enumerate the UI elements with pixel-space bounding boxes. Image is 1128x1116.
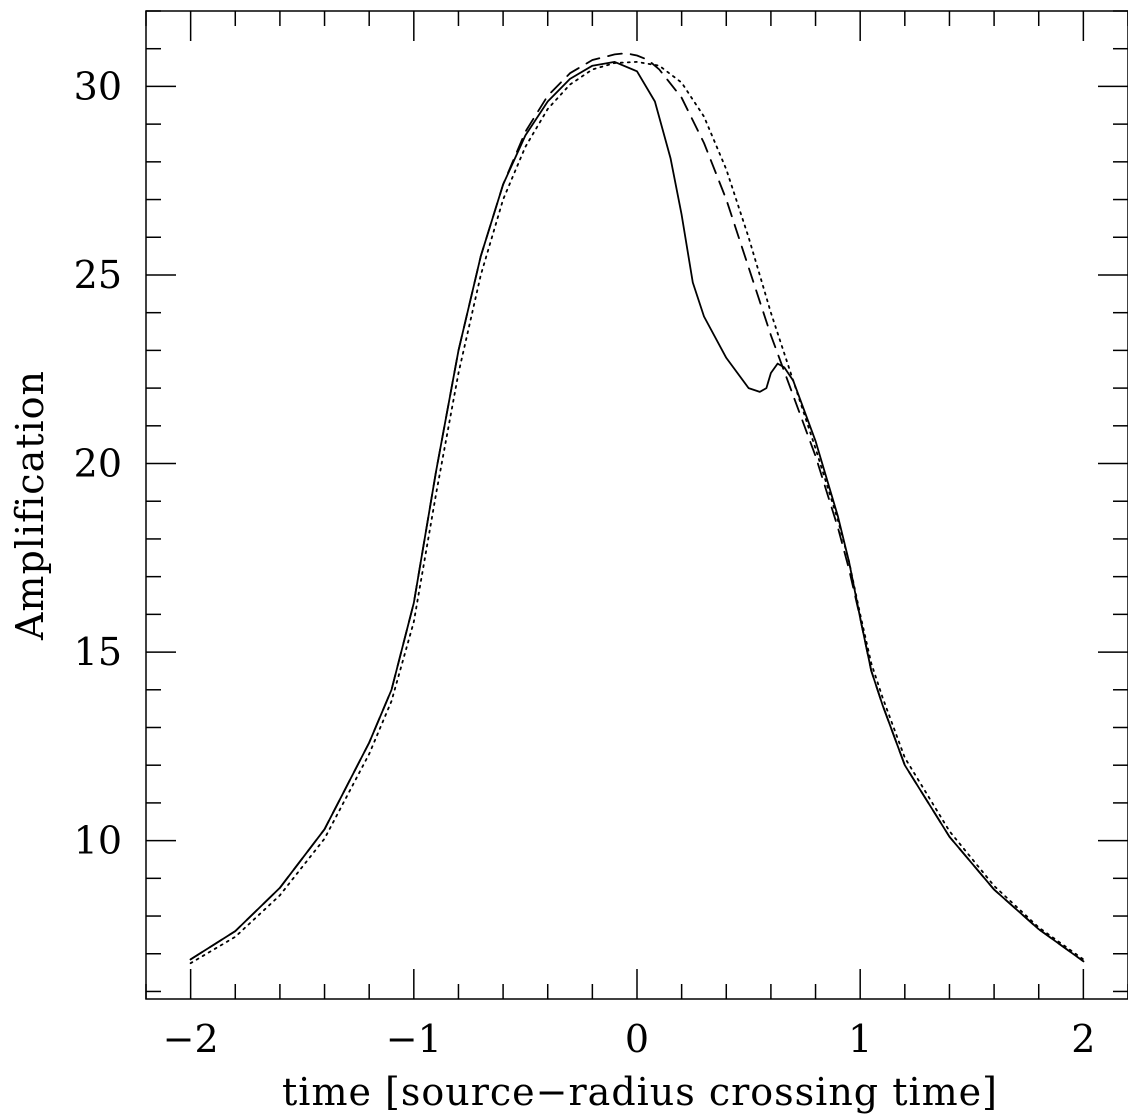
series-line-dashed [189, 52, 1085, 963]
y-tick-label: 15 [74, 630, 122, 674]
series-group [189, 52, 1085, 965]
series-line-solid [189, 61, 1085, 963]
x-tick-label: −1 [386, 1017, 442, 1061]
y-tick-label: 10 [74, 819, 122, 863]
x-tick-label: 2 [1071, 1017, 1095, 1061]
x-ticks [145, 11, 1128, 999]
plot-frame [145, 10, 1128, 1000]
x-tick-labels: −2 −1 0 1 2 [163, 1017, 1096, 1061]
x-tick-label: 1 [848, 1017, 872, 1061]
x-tick-label: 0 [625, 1017, 649, 1061]
y-tick-label: 25 [74, 253, 122, 297]
x-axis-label: time [source−radius crossing time] [282, 1070, 998, 1114]
series-line-dotted [189, 61, 1085, 965]
y-ticks [146, 10, 1128, 993]
y-tick-labels: 10 15 20 25 30 [74, 64, 122, 862]
y-tick-label: 20 [74, 442, 122, 486]
y-tick-label: 30 [74, 64, 122, 108]
y-axis-label: Amplification [8, 370, 52, 641]
x-tick-label: −2 [163, 1017, 219, 1061]
